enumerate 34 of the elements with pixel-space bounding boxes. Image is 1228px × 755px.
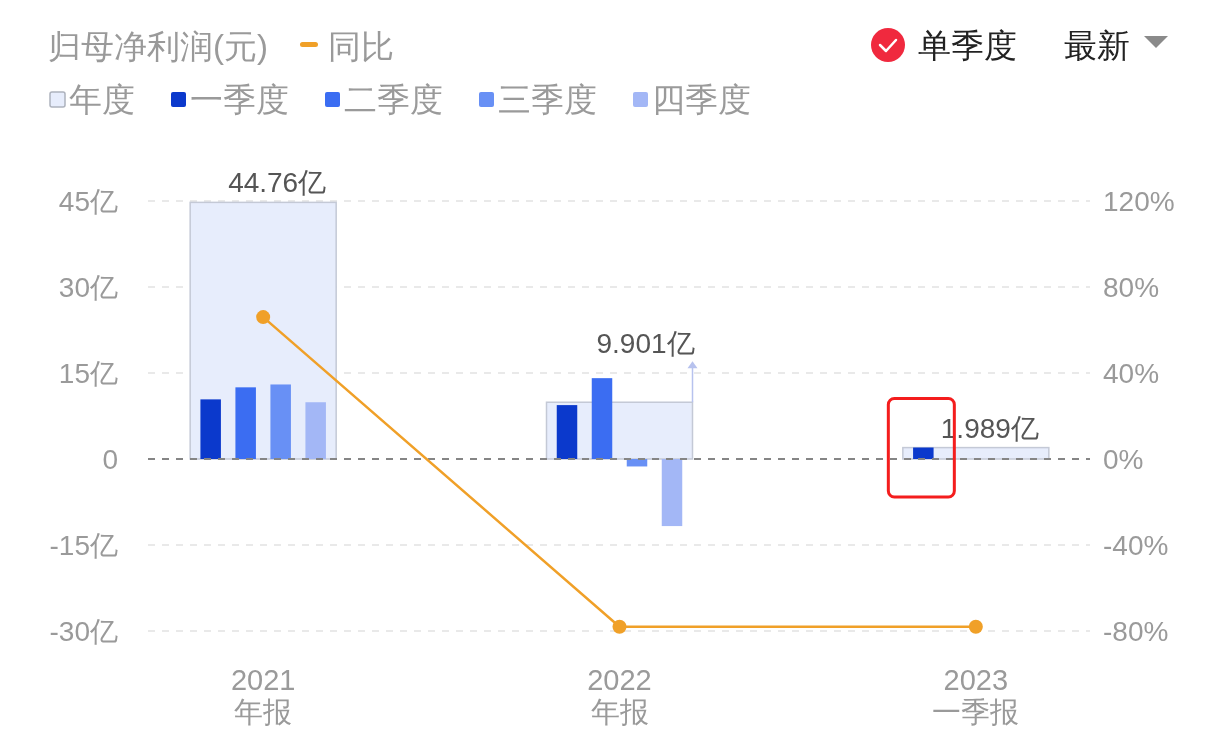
- bar: [270, 384, 291, 459]
- y2-tick-label: -80%: [1103, 616, 1169, 647]
- y-axis-title: 归母净利润(元): [48, 28, 268, 65]
- y-tick-label: 0: [102, 444, 118, 475]
- legend-label: 一季度: [190, 81, 289, 118]
- legend-label: 二季度: [344, 81, 443, 118]
- text: 最新: [1064, 27, 1130, 64]
- x-tick-label: 2021 年报: [230, 664, 296, 728]
- x-tick-label: 2023 一季报: [932, 664, 1020, 728]
- legend-label: 四季度: [652, 81, 751, 118]
- bar: [200, 399, 221, 459]
- data-label: 44.76亿: [228, 167, 327, 199]
- legend-label: 年度: [69, 81, 135, 118]
- y-tick-label: -15亿: [49, 530, 118, 561]
- y2-tick-label: 120%: [1103, 186, 1175, 217]
- legend-label: 同比: [327, 28, 394, 65]
- x-tick-label: 2022 年报: [587, 664, 652, 728]
- text: 单季度: [918, 27, 1017, 64]
- y2-tick-label: 80%: [1103, 272, 1160, 303]
- bar: [556, 405, 578, 459]
- bar: [235, 387, 256, 459]
- y2-tick-label: -40%: [1103, 530, 1169, 561]
- y-tick-label: 15亿: [58, 358, 118, 389]
- legend-label: 三季度: [498, 81, 597, 118]
- y-tick-label: 45亿: [58, 186, 118, 217]
- bar: [305, 402, 326, 459]
- data-label: 9.901亿: [596, 328, 695, 360]
- bar: [913, 447, 934, 459]
- y-tick-label: 30亿: [58, 272, 118, 303]
- y2-tick-label: 40%: [1103, 358, 1160, 389]
- bar: [591, 378, 613, 459]
- y-tick-label: -30亿: [49, 616, 118, 647]
- bar: [661, 459, 683, 527]
- y2-tick-label: 0%: [1103, 444, 1144, 475]
